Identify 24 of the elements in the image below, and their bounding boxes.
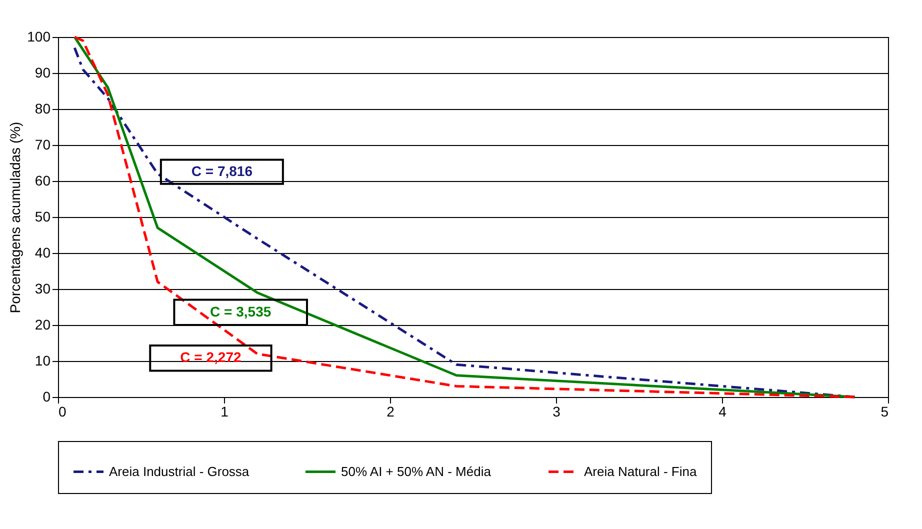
y-tick-label: 0 [42, 388, 51, 404]
x-tick-label: 0 [58, 404, 66, 420]
legend-label: 50% AI + 50% AN - Média [341, 464, 492, 479]
legend-label: Areia Industrial - Grossa [109, 464, 250, 479]
y-tick-label: 90 [34, 64, 51, 80]
y-tick-label: 10 [34, 352, 51, 368]
y-tick-label: 40 [34, 244, 51, 260]
annotation: C = 3,535 [210, 303, 272, 320]
x-tick-label: 4 [718, 404, 727, 420]
annotation: C = 7,816 [191, 162, 253, 179]
annotation: C = 2,272 [180, 349, 242, 366]
y-tick-label: 60 [34, 172, 51, 188]
legend-label: Areia Natural - Fina [584, 464, 698, 479]
y-tick-label: 70 [34, 136, 51, 152]
x-tick-label: 2 [386, 404, 395, 420]
y-tick-label: 50 [34, 208, 51, 224]
y-tick-label: 30 [34, 280, 51, 296]
y-tick-label: 20 [34, 316, 51, 332]
y-tick-label: 80 [34, 100, 51, 116]
x-tick-label: 1 [220, 404, 229, 420]
y-axis-title: Porcentagens acumuladas (%) [7, 122, 24, 314]
y-tick-label: 100 [27, 28, 51, 44]
x-tick-label: 3 [552, 404, 561, 420]
x-tick-label: 5 [880, 404, 889, 420]
